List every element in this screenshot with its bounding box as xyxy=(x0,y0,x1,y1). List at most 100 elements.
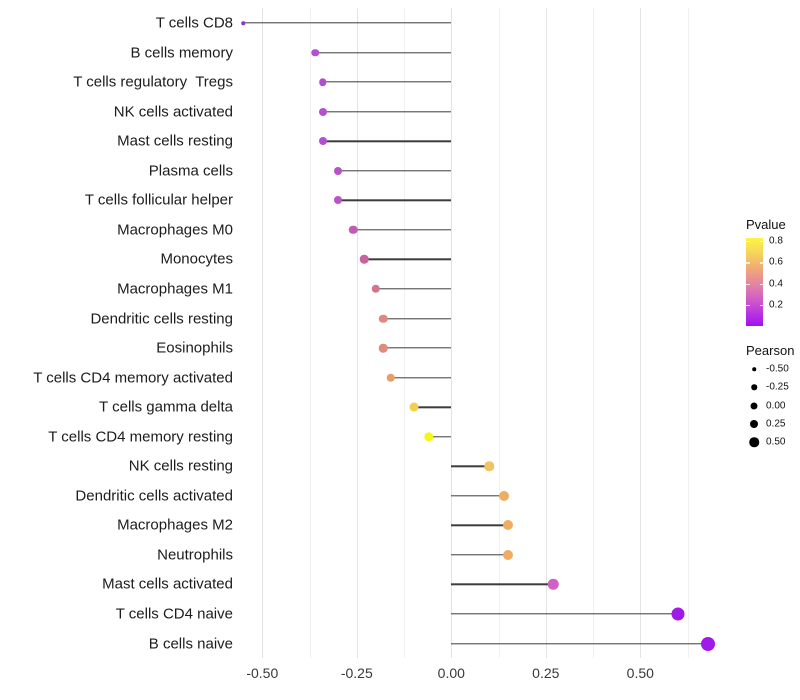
lollipop-stem xyxy=(451,524,508,527)
y-axis-label: Dendritic cells resting xyxy=(90,310,233,327)
lollipop-dot xyxy=(701,636,716,651)
y-axis-label: Neutrophils xyxy=(157,546,233,564)
pearson-size-dot xyxy=(750,419,758,428)
pearson-size-label: -0.25 xyxy=(766,381,789,393)
lollipop-dot xyxy=(386,373,396,382)
x-axis-tick-label: 0.50 xyxy=(626,665,654,681)
pearson-size-label: 0.50 xyxy=(766,436,786,448)
y-axis-label: Macrophages M2 xyxy=(117,516,233,534)
pearson-size-dot xyxy=(750,402,758,410)
colorbar-tick-mark xyxy=(759,283,763,285)
gridline-minor xyxy=(687,8,689,658)
lollipop-dot xyxy=(371,284,380,294)
lollipop-stem xyxy=(322,140,452,142)
lollipop-stem xyxy=(451,465,490,467)
lollipop-stem xyxy=(322,110,452,113)
gridline-minor xyxy=(593,8,595,658)
lollipop-dot xyxy=(333,196,342,205)
lollipop-dot xyxy=(499,490,510,501)
lollipop-stem xyxy=(428,435,452,438)
lollipop-stem xyxy=(322,81,452,83)
lollipop-dot xyxy=(503,520,513,531)
colorbar-tick-mark xyxy=(746,304,750,307)
y-axis-label: T cells CD4 naive xyxy=(115,605,233,623)
y-axis-label: NK cells activated xyxy=(113,103,233,121)
pearson-legend-title: Pearson xyxy=(746,343,795,358)
lollipop-dot xyxy=(671,607,685,621)
gridline-major xyxy=(262,8,264,658)
lollipop-stem xyxy=(364,258,452,261)
lollipop-stem xyxy=(451,642,709,645)
lollipop-stem xyxy=(337,170,452,172)
colorbar-tick-mark xyxy=(759,241,763,243)
lollipop-stem xyxy=(337,199,452,201)
x-axis-tick-label: -0.25 xyxy=(340,665,373,681)
gridline-major xyxy=(545,8,547,658)
lollipop-dot xyxy=(503,549,513,560)
lollipop-stem xyxy=(383,347,452,349)
y-axis-label: Mast cells resting xyxy=(117,132,233,150)
y-axis-label: NK cells resting xyxy=(128,457,233,475)
y-axis-label: T cells follicular helper xyxy=(84,191,233,209)
gridline-minor xyxy=(498,8,500,658)
lollipop-stem xyxy=(375,288,452,290)
lollipop-stem xyxy=(451,554,508,556)
pearson-size-dot xyxy=(749,437,759,448)
lollipop-stem xyxy=(243,22,452,24)
lollipop-dot xyxy=(548,579,559,590)
colorbar-tick-label: 0.6 xyxy=(769,256,783,268)
y-axis-label: T cells gamma delta xyxy=(99,398,233,416)
pearson-size-label: 0.00 xyxy=(766,400,786,412)
y-axis-label: Eosinophils xyxy=(156,339,233,357)
gridline-minor xyxy=(404,8,406,658)
gridline-major xyxy=(451,8,453,658)
y-axis-label: T cells CD4 memory activated xyxy=(33,369,233,387)
lollipop-dot xyxy=(318,137,327,146)
y-axis-label: T cells CD4 memory resting xyxy=(48,428,233,446)
x-axis-tick-label: 0.25 xyxy=(532,665,560,681)
x-axis-tick-label: -0.50 xyxy=(246,665,279,681)
pearson-size-label: -0.50 xyxy=(766,363,789,375)
pearson-size-label: 0.25 xyxy=(766,418,786,430)
lollipop-dot xyxy=(348,225,358,235)
lollipop-dot xyxy=(319,78,327,86)
y-axis-label: Monocytes xyxy=(160,250,233,268)
y-axis-label: B cells naive xyxy=(148,635,233,653)
lollipop-dot xyxy=(318,107,327,116)
y-axis-label: Macrophages M0 xyxy=(117,221,233,239)
pvalue-legend-title: Pvalue xyxy=(746,217,786,232)
lollipop-dot xyxy=(360,255,369,264)
lollipop-stem xyxy=(451,583,554,586)
lollipop-stem xyxy=(451,613,679,615)
lollipop-stem xyxy=(383,317,452,320)
lollipop-dot xyxy=(409,402,418,412)
lollipop-dot xyxy=(379,343,388,353)
lollipop-dot xyxy=(241,21,246,25)
y-axis-label: T cells CD8 xyxy=(155,14,233,32)
colorbar-tick-mark xyxy=(759,304,763,307)
lollipop-stem xyxy=(315,51,452,54)
lollipop-stem xyxy=(451,495,505,497)
y-axis-label: Macrophages M1 xyxy=(117,280,233,298)
y-axis-label: Mast cells activated xyxy=(102,575,233,593)
lollipop-dot xyxy=(333,166,342,175)
y-axis-label: T cells regulatory Tregs xyxy=(73,73,233,91)
lollipop-dot xyxy=(484,461,494,471)
y-axis-label: Plasma cells xyxy=(148,162,233,180)
y-axis-label: Dendritic cells activated xyxy=(75,487,233,505)
gridline-major xyxy=(356,8,358,658)
colorbar-tick-mark xyxy=(759,262,763,264)
lollipop-stem xyxy=(390,376,452,379)
pearson-size-dot xyxy=(751,384,757,391)
y-axis-label: B cells memory xyxy=(130,44,233,62)
colorbar-tick-mark xyxy=(746,241,750,243)
colorbar-tick-mark xyxy=(746,283,750,285)
gridline-minor xyxy=(309,8,311,658)
x-axis-tick-label: 0.00 xyxy=(437,665,465,681)
lollipop-stem xyxy=(353,229,452,231)
lollipop-dot xyxy=(423,431,434,442)
pearson-size-dot xyxy=(752,367,756,371)
colorbar-tick-label: 0.8 xyxy=(769,235,783,247)
gridline-major xyxy=(640,8,642,658)
